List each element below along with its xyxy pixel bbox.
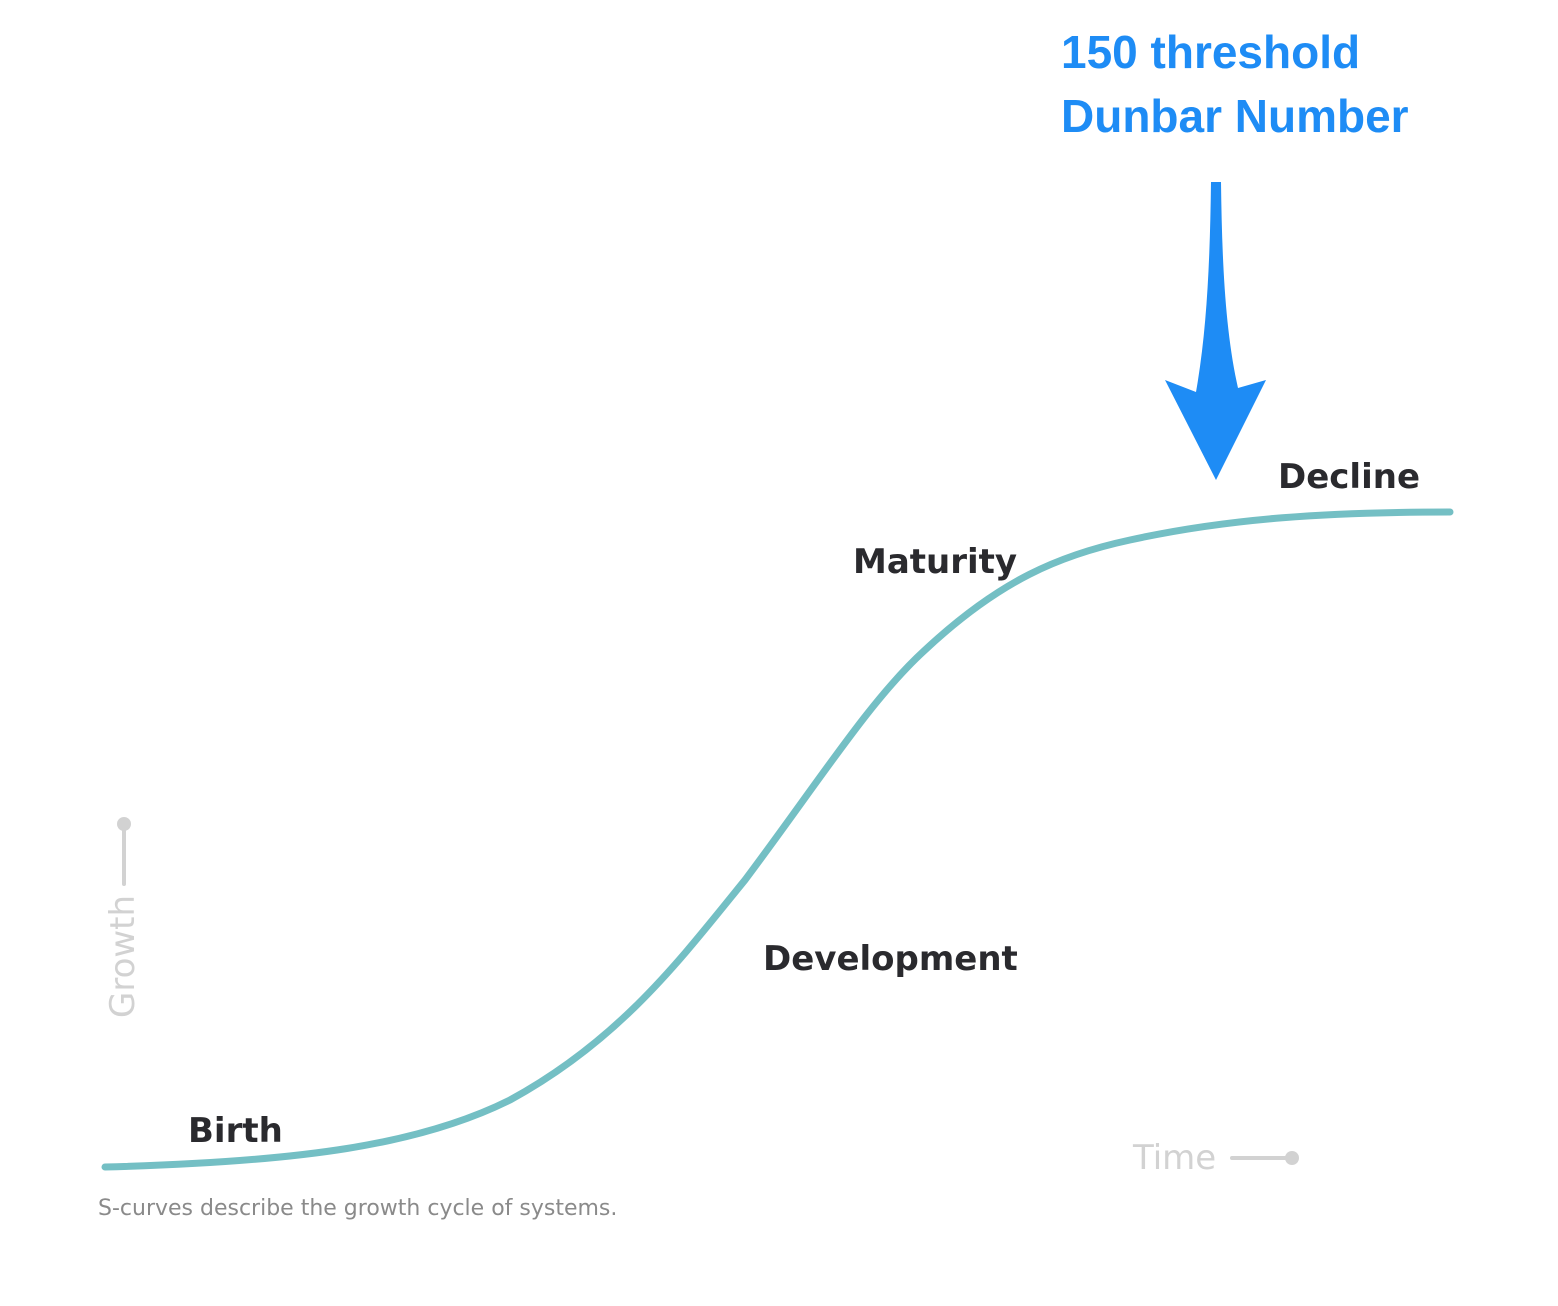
x-axis-label: Time xyxy=(1132,1138,1216,1178)
figure-caption: S-curves describe the growth cycle of sy… xyxy=(98,1196,617,1221)
annotation-line-2: Dunbar Number xyxy=(1061,90,1409,142)
stage-label-maturity: Maturity xyxy=(853,542,1017,582)
stage-label-development: Development xyxy=(763,939,1018,979)
y-axis-label: Growth xyxy=(103,895,143,1018)
y-axis-indicator: Growth xyxy=(103,817,143,1018)
x-axis-indicator: Time xyxy=(1132,1138,1299,1178)
annotation-line-1: 150 threshold xyxy=(1061,26,1360,78)
stage-label-birth: Birth xyxy=(188,1111,283,1151)
stage-label-decline: Decline xyxy=(1278,457,1420,497)
s-curve-line xyxy=(101,508,1454,1171)
down-arrow-icon xyxy=(1165,182,1266,480)
